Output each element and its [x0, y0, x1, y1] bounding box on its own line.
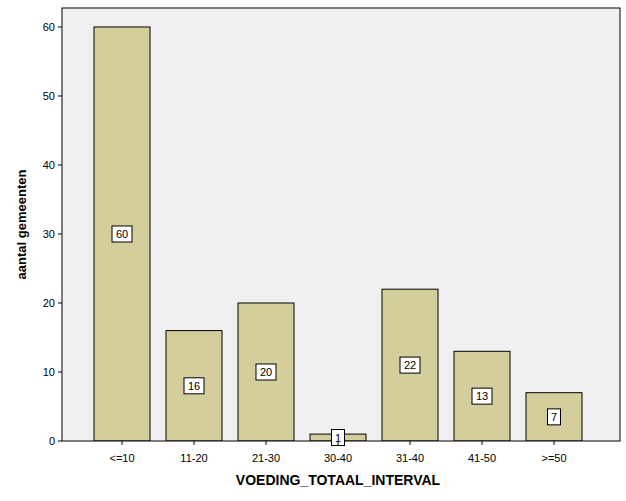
y-tick	[58, 164, 62, 165]
chart-svg: 6016201221370102030405060<=1011-2021-303…	[0, 0, 626, 501]
x-tick-label: 21-30	[252, 452, 280, 464]
x-tick-label: 41-50	[468, 452, 496, 464]
x-tick	[266, 441, 267, 445]
y-axis-title: aantal gemeenten	[14, 170, 29, 280]
bar	[238, 303, 294, 441]
x-axis-title: VOEDING_TOTAAL_INTERVAL	[236, 472, 441, 488]
bar	[454, 351, 510, 441]
x-tick-label: <=10	[109, 452, 134, 464]
data-label: 20	[260, 366, 272, 378]
data-label-box	[472, 388, 492, 404]
data-label: 60	[116, 228, 128, 240]
bar	[166, 331, 222, 441]
x-tick	[554, 441, 555, 445]
data-label-box	[184, 378, 204, 394]
x-tick-label: 30-40	[324, 452, 352, 464]
y-tick-label: 40	[43, 159, 55, 171]
y-tick-label: 20	[43, 297, 55, 309]
data-label: 16	[188, 380, 200, 392]
data-label-box	[332, 430, 345, 446]
y-tick	[58, 233, 62, 234]
data-label: 13	[476, 390, 488, 402]
y-tick	[58, 95, 62, 96]
data-label: 7	[551, 411, 557, 423]
y-tick	[58, 441, 62, 442]
y-tick	[58, 371, 62, 372]
data-label-box	[548, 409, 561, 425]
x-tick	[410, 441, 411, 445]
x-tick-label: 11-20	[180, 452, 207, 464]
chart-container: 6016201221370102030405060<=1011-2021-303…	[0, 0, 626, 501]
y-tick	[58, 26, 62, 27]
y-tick-label: 30	[43, 228, 55, 240]
data-label-box	[256, 364, 276, 380]
x-tick-label: 31-40	[396, 452, 424, 464]
bars	[94, 27, 582, 441]
y-tick-label: 60	[43, 21, 55, 33]
bar	[526, 393, 582, 441]
y-tick-label: 50	[43, 90, 55, 102]
x-tick	[482, 441, 483, 445]
x-tick	[122, 441, 123, 445]
data-label-box	[112, 226, 132, 242]
y-tick-label: 0	[49, 435, 55, 447]
data-label: 22	[404, 359, 416, 371]
plot-background	[62, 8, 620, 441]
x-tick	[338, 441, 339, 445]
bar	[94, 27, 150, 441]
data-label-box	[400, 357, 420, 373]
y-tick-label: 10	[43, 366, 55, 378]
y-tick	[58, 302, 62, 303]
x-tick	[194, 441, 195, 445]
x-tick-label: >=50	[541, 452, 566, 464]
bar	[382, 289, 438, 441]
plot-frame	[62, 8, 620, 441]
